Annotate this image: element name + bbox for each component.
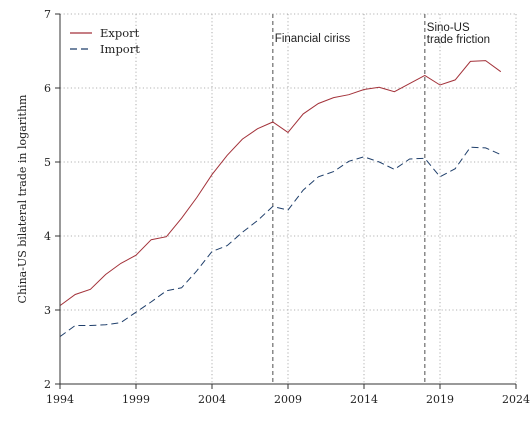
legend: Export Import: [70, 26, 140, 56]
series-lines: [59, 60, 502, 338]
event-label-2018-1: trade friction: [427, 34, 490, 46]
event-label-2018-0: Sino-US: [427, 22, 470, 34]
y-tick-label-6: 6: [44, 82, 51, 95]
x-tick-label-2014: 2014: [350, 393, 378, 406]
legend-label-export: Export: [100, 26, 140, 40]
y-tick-label-3: 3: [44, 304, 51, 317]
y-tick-label-5: 5: [44, 156, 51, 169]
x-tick-label-1999: 1999: [122, 393, 150, 406]
y-tick-label-2: 2: [44, 378, 51, 391]
y-tick-label-4: 4: [44, 230, 51, 243]
series-line-import: [59, 146, 502, 338]
series-line-export: [59, 60, 502, 307]
grid: [59, 13, 517, 384]
legend-label-import: Import: [100, 42, 140, 56]
x-tick-label-2004: 2004: [198, 393, 226, 406]
y-axis-title: China-US bilateral trade in logarithm: [16, 94, 29, 303]
x-tick-label-2009: 2009: [274, 393, 302, 406]
x-tick-label-1994: 1994: [46, 393, 74, 406]
axes: 2 3 4 5 6 7 1994 1999 2004 2009 2014 2019 2024: [44, 8, 530, 406]
event-label-2008-0: Financial ciriss: [275, 33, 351, 45]
y-tick-label-7: 7: [44, 8, 51, 21]
x-tick-label-2019: 2019: [426, 393, 454, 406]
x-tick-label-2024: 2024: [502, 393, 530, 406]
